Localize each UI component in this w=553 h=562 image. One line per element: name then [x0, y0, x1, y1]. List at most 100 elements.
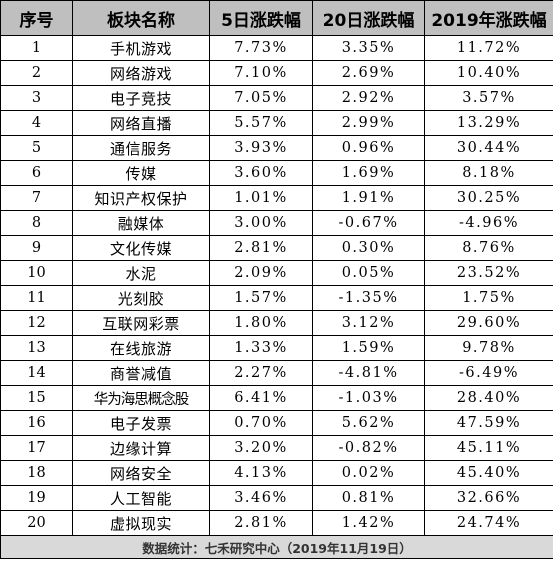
header-row: 序号 板块名称 5日涨跌幅 20日涨跌幅 2019年涨跌幅 [0, 0, 553, 36]
change-2019: 29.60% [424, 310, 553, 336]
change-5day: 7.05% [209, 85, 313, 111]
change-20day: 2.99% [312, 110, 425, 136]
change-20day: 1.91% [312, 185, 425, 211]
change-2019: 47.59% [424, 410, 553, 436]
change-20day: -1.35% [312, 285, 425, 311]
change-5day: 7.73% [209, 35, 313, 61]
change-2019: 30.44% [424, 135, 553, 161]
change-5day: 4.13% [209, 460, 313, 486]
row-index: 9 [0, 235, 73, 261]
table-row: 11 光刻胶 1.57% -1.35% 1.75% [0, 285, 553, 311]
change-20day: 0.05% [312, 260, 425, 286]
sector-name: 在线旅游 [72, 335, 210, 361]
change-5day: 3.20% [209, 435, 313, 461]
change-5day: 2.09% [209, 260, 313, 286]
change-20day: 0.30% [312, 235, 425, 261]
row-index: 18 [0, 460, 73, 486]
sector-name: 华为海思概念股 [72, 385, 210, 411]
sector-name: 网络游戏 [72, 60, 210, 86]
sector-name: 互联网彩票 [72, 310, 210, 336]
sector-name: 虚拟现实 [72, 510, 210, 536]
row-index: 20 [0, 510, 73, 536]
table-row: 14 商誉减值 2.27% -4.81% -6.49% [0, 360, 553, 386]
table-body: 1 手机游戏 7.73% 3.35% 11.72% 2 网络游戏 7.10% 2.69% 10.4… [0, 35, 553, 536]
sector-name: 网络直播 [72, 110, 210, 136]
change-5day: 1.01% [209, 185, 313, 211]
header-20day-change: 20日涨跌幅 [312, 0, 425, 36]
row-index: 17 [0, 435, 73, 461]
change-2019: 11.72% [424, 35, 553, 61]
change-2019: -6.49% [424, 360, 553, 386]
row-index: 15 [0, 385, 73, 411]
change-5day: 1.33% [209, 335, 313, 361]
change-20day: 2.92% [312, 85, 425, 111]
table-row: 4 网络直播 5.57% 2.99% 13.29% [0, 110, 553, 136]
change-5day: 3.93% [209, 135, 313, 161]
change-5day: 0.70% [209, 410, 313, 436]
change-20day: -0.67% [312, 210, 425, 236]
change-2019: 23.52% [424, 260, 553, 286]
table-row: 8 融媒体 3.00% -0.67% -4.96% [0, 210, 553, 236]
change-2019: 8.76% [424, 235, 553, 261]
change-2019: -4.96% [424, 210, 553, 236]
change-5day: 1.80% [209, 310, 313, 336]
table-row: 19 人工智能 3.46% 0.81% 32.66% [0, 485, 553, 511]
change-5day: 2.81% [209, 235, 313, 261]
change-20day: 3.35% [312, 35, 425, 61]
change-5day: 1.57% [209, 285, 313, 311]
sector-name: 网络安全 [72, 460, 210, 486]
change-20day: 3.12% [312, 310, 425, 336]
change-2019: 9.78% [424, 335, 553, 361]
change-5day: 3.00% [209, 210, 313, 236]
table-row: 2 网络游戏 7.10% 2.69% 10.40% [0, 60, 553, 86]
change-2019: 28.40% [424, 385, 553, 411]
change-2019: 32.66% [424, 485, 553, 511]
sector-name: 边缘计算 [72, 435, 210, 461]
change-20day: 0.96% [312, 135, 425, 161]
sector-name: 通信服务 [72, 135, 210, 161]
row-index: 7 [0, 185, 73, 211]
row-index: 8 [0, 210, 73, 236]
table-row: 13 在线旅游 1.33% 1.59% 9.78% [0, 335, 553, 361]
row-index: 19 [0, 485, 73, 511]
change-20day: -0.82% [312, 435, 425, 461]
row-index: 2 [0, 60, 73, 86]
change-5day: 2.27% [209, 360, 313, 386]
sector-name: 手机游戏 [72, 35, 210, 61]
change-20day: 2.69% [312, 60, 425, 86]
change-20day: 1.42% [312, 510, 425, 536]
sector-name: 人工智能 [72, 485, 210, 511]
change-2019: 3.57% [424, 85, 553, 111]
change-20day: 5.62% [312, 410, 425, 436]
table-row: 15 华为海思概念股 6.41% -1.03% 28.40% [0, 385, 553, 411]
change-5day: 7.10% [209, 60, 313, 86]
change-20day: 0.81% [312, 485, 425, 511]
change-20day: 0.02% [312, 460, 425, 486]
sector-name: 文化传媒 [72, 235, 210, 261]
sector-name: 水泥 [72, 260, 210, 286]
row-index: 6 [0, 160, 73, 186]
change-20day: -1.03% [312, 385, 425, 411]
table-row: 3 电子竞技 7.05% 2.92% 3.57% [0, 85, 553, 111]
change-2019: 24.74% [424, 510, 553, 536]
change-5day: 3.46% [209, 485, 313, 511]
sector-name: 光刻胶 [72, 285, 210, 311]
row-index: 5 [0, 135, 73, 161]
change-20day: -4.81% [312, 360, 425, 386]
table-row: 7 知识产权保护 1.01% 1.91% 30.25% [0, 185, 553, 211]
table-row: 18 网络安全 4.13% 0.02% 45.40% [0, 460, 553, 486]
change-20day: 1.69% [312, 160, 425, 186]
row-index: 13 [0, 335, 73, 361]
footer-row: 数据统计：七禾研究中心（2019年11月19日） [0, 535, 553, 559]
header-sector-name: 板块名称 [72, 0, 210, 36]
table-row: 10 水泥 2.09% 0.05% 23.52% [0, 260, 553, 286]
table-row: 6 传媒 3.60% 1.69% 8.18% [0, 160, 553, 186]
change-2019: 45.11% [424, 435, 553, 461]
row-index: 3 [0, 85, 73, 111]
table-row: 1 手机游戏 7.73% 3.35% 11.72% [0, 35, 553, 61]
change-2019: 30.25% [424, 185, 553, 211]
row-index: 12 [0, 310, 73, 336]
table-header: 序号 板块名称 5日涨跌幅 20日涨跌幅 2019年涨跌幅 [0, 0, 553, 36]
